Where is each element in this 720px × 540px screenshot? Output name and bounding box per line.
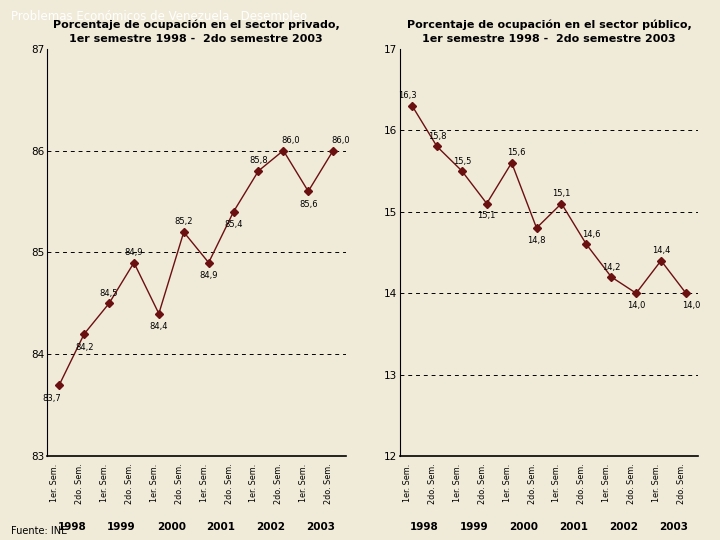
Text: 14,0: 14,0 <box>627 301 645 310</box>
Text: 15,1: 15,1 <box>477 211 496 220</box>
Text: 14,0: 14,0 <box>682 301 700 310</box>
Title: Porcentaje de ocupación en el sector privado,
1er semestre 1998 -  2do semestre : Porcentaje de ocupación en el sector pri… <box>53 20 340 44</box>
Text: 83,7: 83,7 <box>42 394 61 403</box>
Text: 14,2: 14,2 <box>602 262 621 272</box>
Text: 1998: 1998 <box>58 522 86 531</box>
Text: 85,6: 85,6 <box>299 200 318 209</box>
Text: Problemas Económicos de Venezuela.  Desempleo: Problemas Económicos de Venezuela. Desem… <box>11 10 307 23</box>
Text: 86,0: 86,0 <box>331 136 350 145</box>
Text: 15,8: 15,8 <box>428 132 446 141</box>
Text: 1999: 1999 <box>107 522 136 531</box>
Text: 86,0: 86,0 <box>282 136 300 145</box>
Text: 1er. Sem.: 1er. Sem. <box>150 464 159 502</box>
Text: 2000: 2000 <box>157 522 186 531</box>
Text: 2do. Sem.: 2do. Sem. <box>677 464 686 504</box>
Text: 16,3: 16,3 <box>397 91 416 100</box>
Text: 85,8: 85,8 <box>249 156 268 165</box>
Text: 84,5: 84,5 <box>100 289 118 298</box>
Text: 2do. Sem.: 2do. Sem. <box>125 464 134 504</box>
Text: 1er. Sem.: 1er. Sem. <box>403 464 412 502</box>
Text: 2001: 2001 <box>559 522 588 531</box>
Text: 2do. Sem.: 2do. Sem. <box>428 464 437 504</box>
Text: 1998: 1998 <box>410 522 439 531</box>
Text: 2002: 2002 <box>256 522 285 531</box>
Text: 2do. Sem.: 2do. Sem. <box>577 464 586 504</box>
Text: 1er. Sem.: 1er. Sem. <box>503 464 512 502</box>
Text: 85,2: 85,2 <box>174 218 193 226</box>
Text: 14,8: 14,8 <box>527 236 546 245</box>
Text: 84,2: 84,2 <box>75 343 94 352</box>
Text: 2do. Sem.: 2do. Sem. <box>225 464 233 504</box>
Text: 84,4: 84,4 <box>150 322 168 332</box>
Text: 1er. Sem.: 1er. Sem. <box>602 464 611 502</box>
Text: 2003: 2003 <box>659 522 688 531</box>
Text: 2002: 2002 <box>609 522 638 531</box>
Text: 2000: 2000 <box>510 522 539 531</box>
Text: 1er. Sem.: 1er. Sem. <box>300 464 308 502</box>
Text: 85,4: 85,4 <box>225 220 243 230</box>
Text: 2do. Sem.: 2do. Sem. <box>627 464 636 504</box>
Text: 84,9: 84,9 <box>199 272 218 280</box>
Text: 1er. Sem.: 1er. Sem. <box>652 464 661 502</box>
Text: 1er. Sem.: 1er. Sem. <box>249 464 258 502</box>
Text: 14,4: 14,4 <box>652 246 670 255</box>
Text: 15,5: 15,5 <box>453 157 471 166</box>
Text: 2do. Sem.: 2do. Sem. <box>478 464 487 504</box>
Text: Fuente: INE: Fuente: INE <box>11 525 67 536</box>
Text: 1er. Sem.: 1er. Sem. <box>50 464 59 502</box>
Text: 2do. Sem.: 2do. Sem. <box>528 464 536 504</box>
Text: 2do. Sem.: 2do. Sem. <box>75 464 84 504</box>
Text: 1er. Sem.: 1er. Sem. <box>199 464 209 502</box>
Text: 2003: 2003 <box>306 522 336 531</box>
Text: 1999: 1999 <box>460 522 489 531</box>
Text: 1er. Sem.: 1er. Sem. <box>453 464 462 502</box>
Text: 15,1: 15,1 <box>552 189 571 198</box>
Text: 2001: 2001 <box>207 522 235 531</box>
Text: 2do. Sem.: 2do. Sem. <box>324 464 333 504</box>
Text: 2do. Sem.: 2do. Sem. <box>175 464 184 504</box>
Text: 1er. Sem.: 1er. Sem. <box>100 464 109 502</box>
Title: Porcentaje de ocupación en el sector público,
1er semestre 1998 -  2do semestre : Porcentaje de ocupación en el sector púb… <box>407 20 691 44</box>
Text: 84,9: 84,9 <box>125 248 143 257</box>
Text: 2do. Sem.: 2do. Sem. <box>274 464 284 504</box>
Text: 1er. Sem.: 1er. Sem. <box>552 464 562 502</box>
Text: 15,6: 15,6 <box>508 148 526 158</box>
Text: 14,6: 14,6 <box>582 230 600 239</box>
